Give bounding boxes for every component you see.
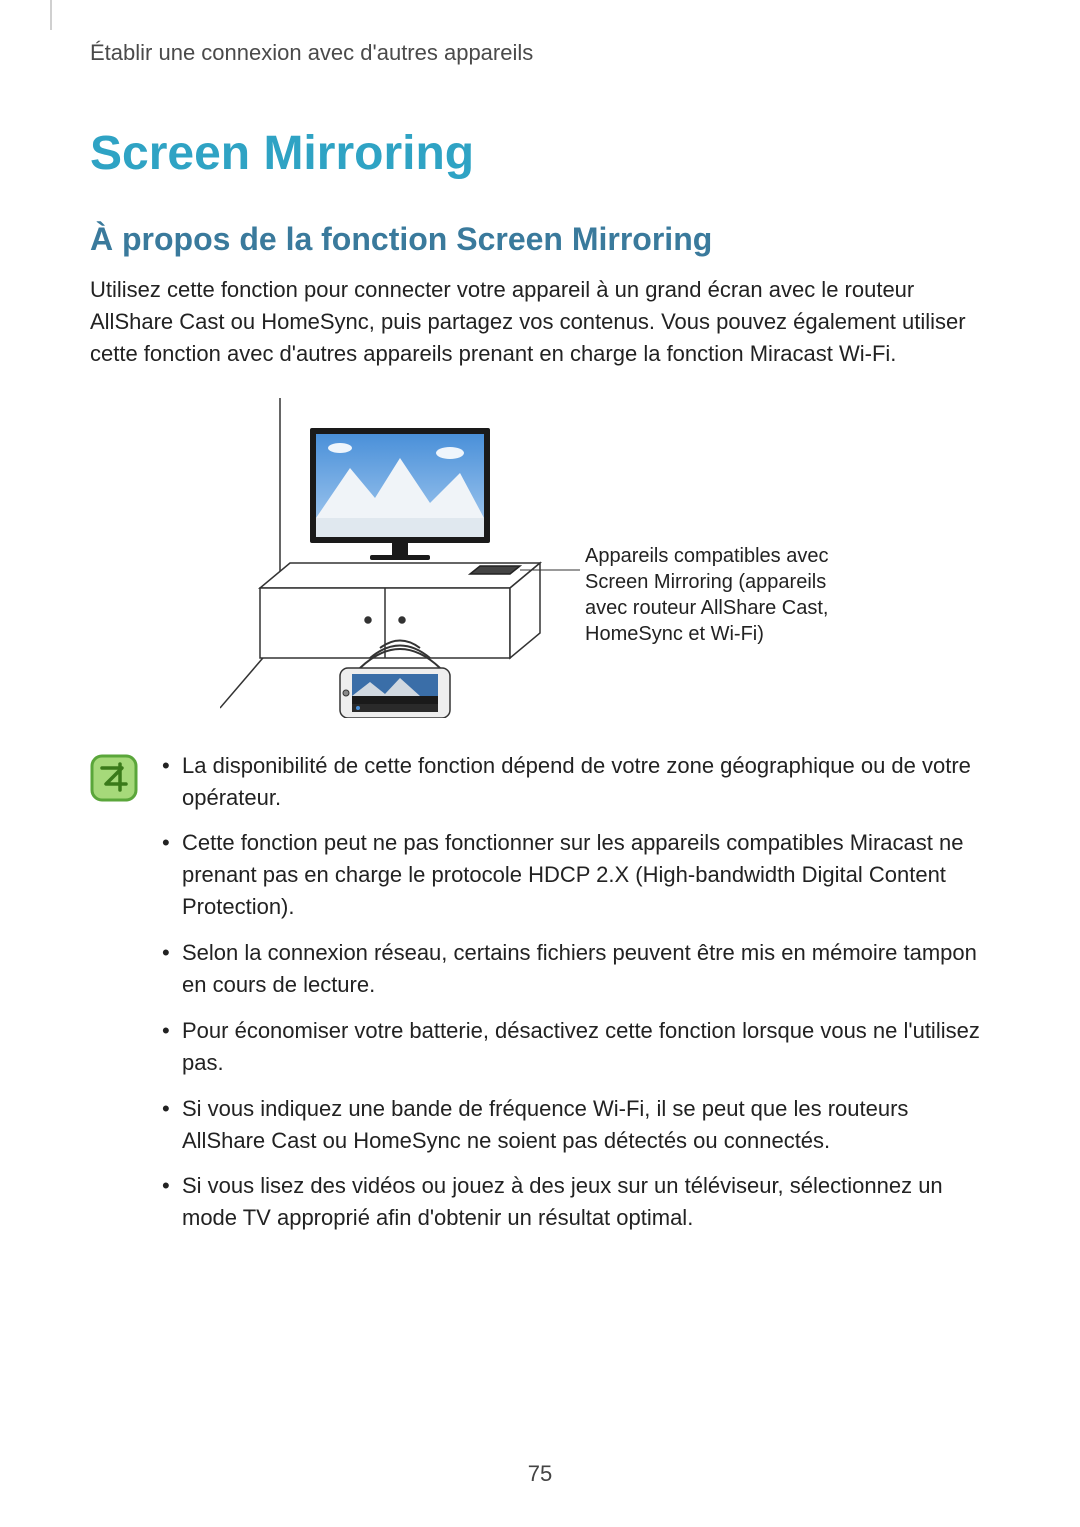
note-item: Selon la connexion réseau, certains fich…	[158, 937, 990, 1001]
figure-container: Appareils compatibles avec Screen Mirror…	[90, 398, 990, 718]
note-list: La disponibilité de cette fonction dépen…	[158, 750, 990, 1249]
figure-callout-text: Appareils compatibles avec Screen Mirror…	[585, 543, 845, 647]
dongle-icon	[470, 566, 520, 574]
page-number: 75	[0, 1461, 1080, 1487]
page-title: Screen Mirroring	[90, 126, 990, 181]
running-head: Établir une connexion avec d'autres appa…	[90, 40, 990, 66]
note-item: La disponibilité de cette fonction dépen…	[158, 750, 990, 814]
tv-cabinet-icon	[260, 563, 540, 658]
note-icon	[90, 754, 138, 807]
page-content: Établir une connexion avec d'autres appa…	[0, 0, 1080, 1248]
tv-icon	[310, 428, 490, 560]
intro-paragraph: Utilisez cette fonction pour connecter v…	[90, 274, 990, 370]
note-block: La disponibilité de cette fonction dépen…	[90, 750, 990, 1249]
note-item: Pour économiser votre batterie, désactiv…	[158, 1015, 990, 1079]
phone-icon	[340, 668, 450, 718]
note-item: Si vous lisez des vidéos ou jouez à des …	[158, 1170, 990, 1234]
note-item: Cette fonction peut ne pas fonctionner s…	[158, 827, 990, 923]
section-subtitle: À propos de la fonction Screen Mirroring	[90, 221, 990, 258]
note-item: Si vous indiquez une bande de fréquence …	[158, 1093, 990, 1157]
mirroring-diagram: Appareils compatibles avec Screen Mirror…	[220, 398, 860, 718]
page-crop-mark	[50, 0, 52, 30]
